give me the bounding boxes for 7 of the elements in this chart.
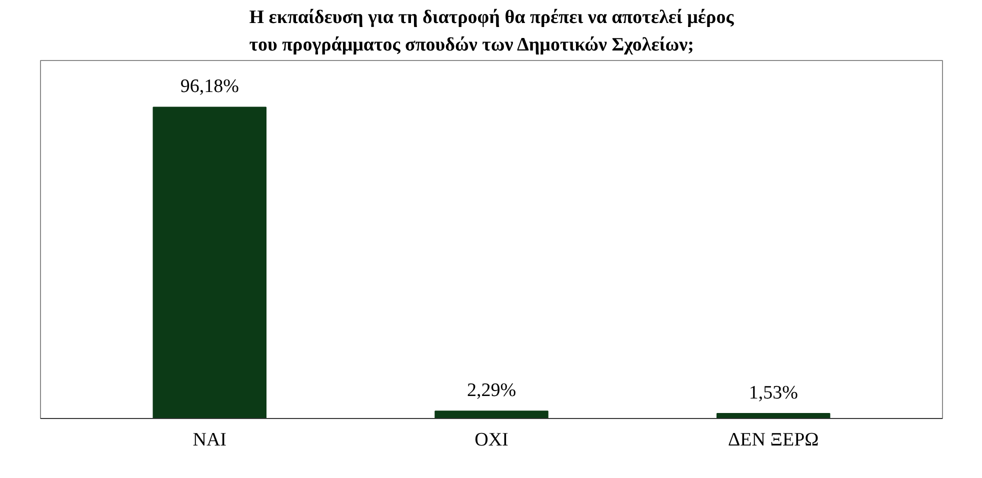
x-tick-label: ΟΧΙ xyxy=(474,430,508,450)
data-label: 96,18% xyxy=(180,76,240,98)
x-tick-label: ΝΑΙ xyxy=(192,430,227,450)
data-label: 2,29% xyxy=(466,380,516,402)
data-label: 1,53% xyxy=(748,382,798,404)
x-tick-label: ΔΕΝ ΞΕΡΩ xyxy=(728,430,819,450)
chart-title: Η εκπαίδευση για τη διατροφή θα πρέπει να αποτελεί μέρος του προγράμματος σπουδών των Δημοτικών Σχολείων; xyxy=(249,7,735,56)
